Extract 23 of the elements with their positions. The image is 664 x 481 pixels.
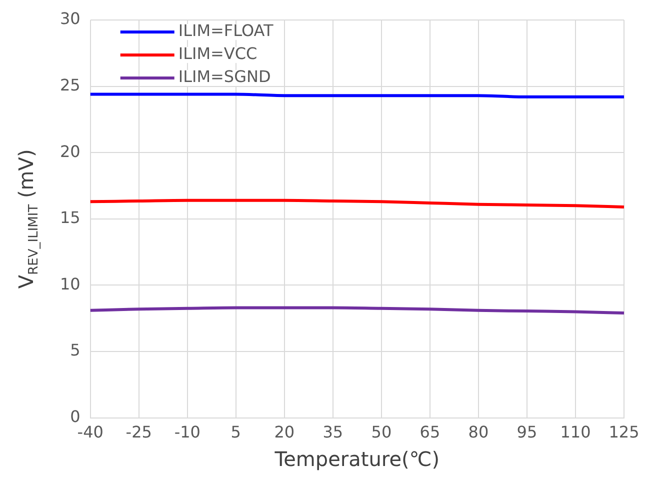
y-axis-title: VREV_ILIMIT (mV): [14, 149, 42, 289]
y-tick-label: 15: [60, 208, 80, 228]
y-tick-label: 5: [70, 340, 80, 360]
x-tick-label: 80: [468, 422, 489, 442]
x-tick-label: 5: [230, 422, 241, 442]
x-tick-label: 35: [322, 422, 344, 442]
x-axis-title: Temperature(℃): [274, 447, 440, 472]
line-series: [88, 198, 626, 208]
legend-label: ILIM=FLOAT: [178, 21, 274, 40]
legend-label: ILIM=SGND: [178, 67, 271, 86]
legend-label: ILIM=VCC: [178, 44, 258, 64]
x-tick-label: 125: [608, 422, 640, 442]
x-tick-label: 65: [420, 422, 440, 442]
y-tick-label: 30: [60, 9, 80, 28]
x-tick-label: 110: [560, 422, 591, 442]
x-tick-label: 50: [371, 422, 392, 442]
y-tick-label: 10: [60, 274, 80, 294]
x-tick-label: 95: [516, 422, 538, 442]
x-tick-label: -25: [126, 422, 152, 442]
y-tick-label: 25: [60, 75, 80, 94]
x-tick-label: -10: [174, 422, 200, 442]
x-tick-label: 20: [274, 422, 295, 442]
y-tick-label: 20: [60, 142, 80, 161]
